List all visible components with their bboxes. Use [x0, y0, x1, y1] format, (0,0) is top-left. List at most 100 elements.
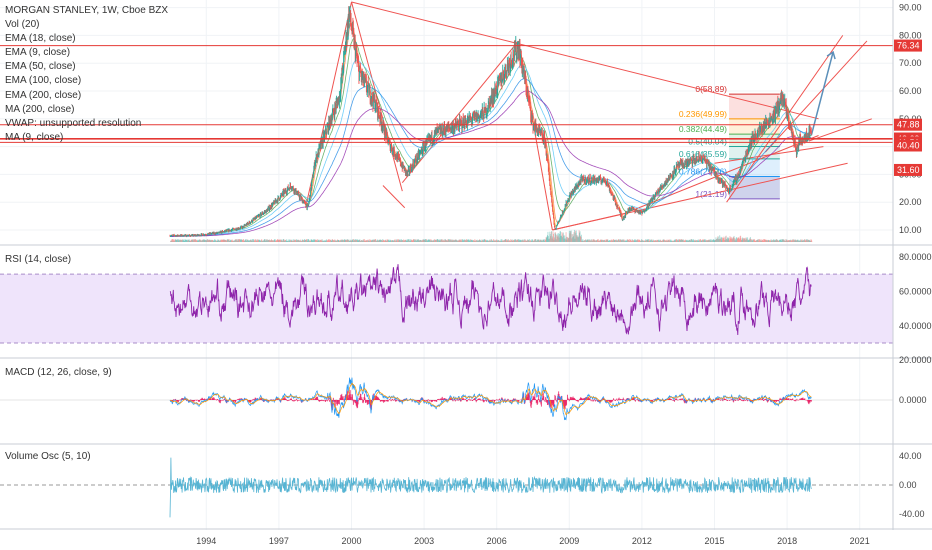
volume-bar [581, 240, 583, 242]
volume-bar [705, 239, 707, 242]
volume-bar [633, 240, 635, 242]
volume-bar [214, 240, 216, 242]
study-vwap[interactable]: VWAP: unsupported resolution [5, 117, 142, 129]
volume-bar [642, 240, 644, 242]
macd-hist-bar [194, 400, 196, 402]
trendline [401, 40, 519, 184]
volume-bar [188, 239, 190, 242]
volume-bar [669, 240, 671, 242]
volume-bar [708, 240, 710, 242]
volume-bar [460, 239, 462, 242]
volume-bar [546, 235, 548, 242]
volume-bar [472, 240, 474, 242]
macd-hist-bar [538, 399, 540, 400]
volume-bar [256, 240, 258, 242]
volume-bar [565, 232, 567, 242]
macd-hist-bar [283, 397, 285, 400]
volume-bar [569, 233, 571, 242]
pane-separators[interactable] [0, 0, 932, 530]
volume-bar [599, 240, 601, 242]
study-ema-9[interactable]: EMA (9, close) [5, 47, 71, 59]
vosc-title[interactable]: Volume Osc (5, 10) [5, 451, 91, 462]
volume-bar [511, 239, 513, 242]
volume-bar [327, 239, 329, 242]
volume-bar [197, 240, 199, 242]
volume-bar [603, 239, 605, 242]
study-ema-18[interactable]: EMA (18, close) [5, 33, 76, 45]
volume-bar [643, 240, 645, 242]
symbol-title[interactable]: MORGAN STANLEY, 1W, Cboe BZX [5, 5, 169, 16]
volume-bar [473, 240, 475, 242]
rsi-line [169, 264, 812, 336]
volume-bar [613, 240, 615, 242]
volume-bar [699, 239, 701, 242]
volume-bar [687, 240, 689, 242]
study-ma-9[interactable]: MA (9, close) [5, 131, 64, 143]
volume-bar [426, 239, 428, 242]
volume-bar [683, 240, 685, 242]
macd-hist-bar [681, 398, 683, 400]
volume-bar [606, 239, 608, 242]
volume-bar [517, 239, 519, 242]
rsi-title[interactable]: RSI (14, close) [5, 254, 72, 265]
study-ema-100[interactable]: EMA (100, close) [5, 75, 82, 87]
volume-bar [811, 240, 813, 242]
volume-bar [650, 239, 652, 242]
macd-hist-bar [618, 397, 620, 400]
volume-bar [225, 239, 227, 242]
volume-bar [185, 240, 187, 242]
volume-bar [553, 233, 555, 242]
volume-bar [273, 240, 275, 242]
volume-bar [522, 239, 524, 242]
volume-bar [385, 239, 387, 242]
volume-bar [300, 240, 302, 242]
volume-bar [809, 240, 811, 242]
macd-hist-bar [540, 400, 542, 407]
volume-bar [266, 239, 268, 242]
volume-bar [494, 240, 496, 242]
volume-bar [794, 240, 796, 242]
volume-bar [491, 239, 493, 242]
volume-bar [575, 230, 577, 242]
macd-hist-bar [478, 398, 480, 400]
volume-bar [218, 240, 220, 242]
volume-bar [179, 239, 181, 242]
volume-bar [218, 239, 220, 242]
volume-bar [276, 239, 278, 242]
volume-bar [684, 240, 686, 242]
macd-hist-bar [545, 398, 547, 400]
volume-bar [747, 240, 749, 242]
volume-bar [289, 240, 291, 242]
axes: 90.0080.0070.0060.0050.0030.0020.0010.00… [196, 3, 931, 546]
macd-hist-bar [469, 399, 471, 400]
study-ma-200[interactable]: MA (200, close) [5, 103, 75, 115]
horizontal-lines[interactable] [0, 45, 893, 143]
macd-title[interactable]: MACD (12, 26, close, 9) [5, 367, 112, 378]
volume-bar [237, 240, 239, 242]
volume-bar [521, 239, 523, 242]
volume-bar [405, 240, 407, 242]
volume-bar [509, 240, 511, 242]
volume-bar [722, 238, 724, 242]
volume-bar [405, 239, 407, 242]
study-ema-50[interactable]: EMA (50, close) [5, 61, 76, 73]
volume-bar [768, 240, 770, 242]
volume-bar [761, 240, 763, 242]
volume-bar [434, 240, 436, 242]
macd-hist-bar [403, 399, 405, 400]
volume-bar [559, 231, 561, 242]
volume-bar [248, 240, 250, 242]
volume-bar [520, 239, 522, 242]
study-vol[interactable]: Vol (20) [5, 19, 40, 31]
volume-bar [272, 240, 274, 242]
time-axis-tick: 2015 [704, 536, 724, 546]
macd-hist-bar [176, 400, 178, 402]
volume-bar [399, 239, 401, 242]
volume-bar [411, 239, 413, 242]
volume-bar [222, 239, 224, 242]
volume-bar [625, 240, 627, 242]
macd-hist-bar [493, 400, 495, 403]
volume-bar [656, 239, 658, 242]
study-ema-200[interactable]: EMA (200, close) [5, 89, 82, 101]
